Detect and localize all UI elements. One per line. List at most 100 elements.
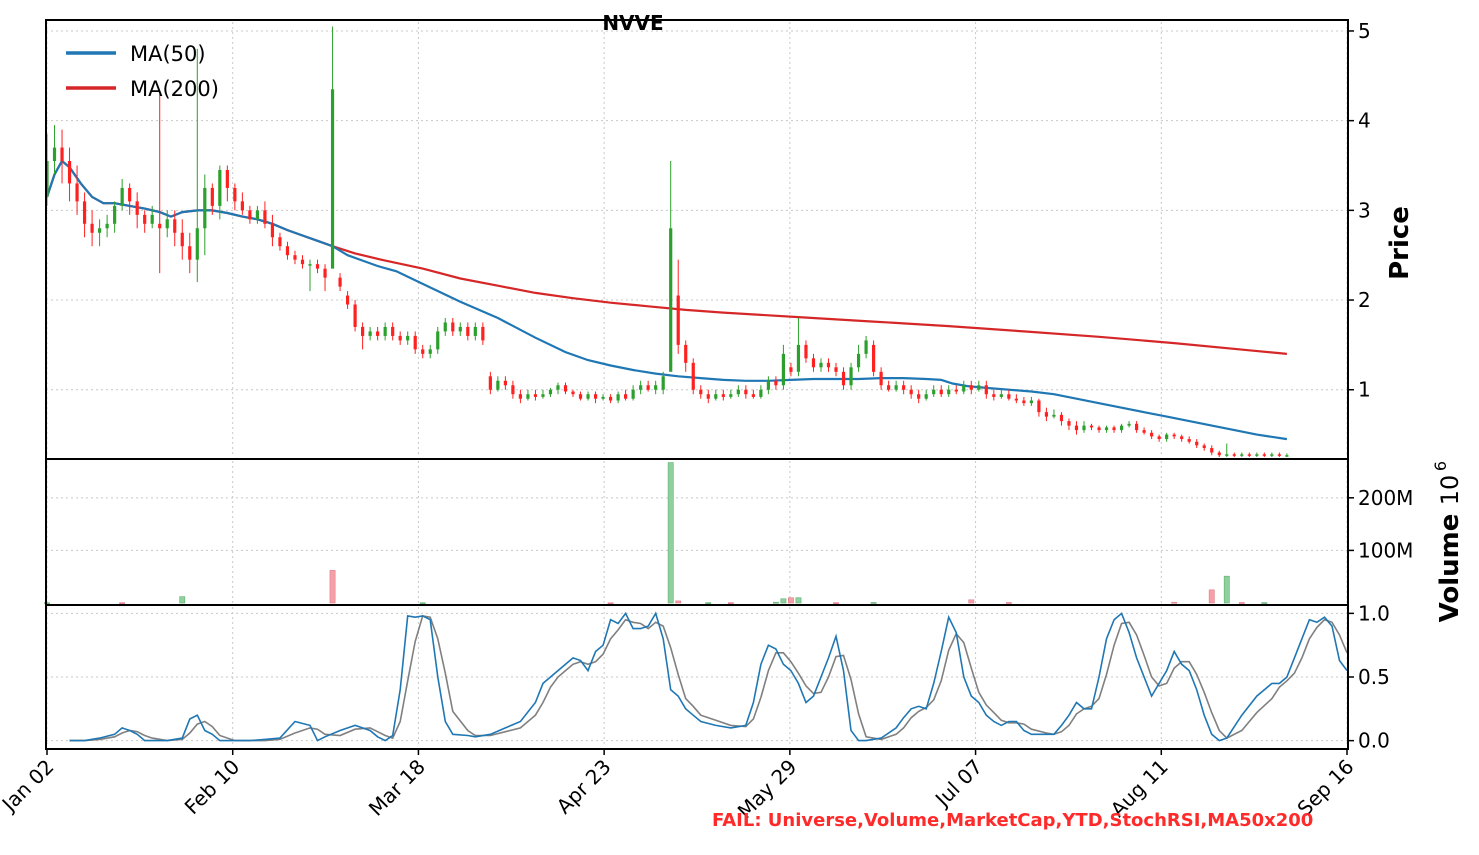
candle-body	[548, 389, 553, 395]
candle-body	[706, 394, 710, 399]
fail-note: FAIL: Universe,Volume,MarketCap,YTD,Stoc…	[712, 810, 1313, 831]
candle-body	[113, 205, 117, 224]
candle-body	[158, 223, 162, 229]
candle-body	[939, 389, 943, 395]
candle-body	[82, 201, 87, 224]
volume-bar	[1238, 602, 1245, 604]
candle-body	[646, 385, 650, 390]
candle-body	[1255, 454, 1259, 456]
candle-body	[1202, 445, 1206, 449]
candle-body	[1150, 432, 1154, 437]
candle-body	[871, 344, 876, 372]
candle-body	[924, 394, 928, 399]
volume-bar	[1005, 602, 1012, 604]
candle-body	[856, 353, 861, 368]
volume-bar	[1223, 575, 1230, 604]
candle-body	[451, 322, 455, 332]
volume-bar	[675, 600, 682, 604]
grid	[46, 22, 1348, 747]
candle-body	[428, 349, 432, 354]
candle-body	[218, 169, 222, 206]
candle-body	[811, 358, 816, 368]
volume-bar	[1261, 602, 1268, 604]
volume-tick-label: 100M	[1358, 538, 1413, 562]
candle-body	[1104, 427, 1109, 431]
candle-body	[233, 187, 237, 202]
candle-body	[608, 396, 613, 401]
candle-body	[1119, 425, 1124, 431]
candle-body	[52, 147, 57, 162]
candle-body	[601, 396, 605, 399]
candle-body	[578, 394, 583, 399]
legend-label-ma50: MA(50)	[130, 42, 206, 66]
candle-body	[338, 277, 342, 287]
candle-body	[849, 367, 853, 386]
stoch-tick-label: 0.5	[1358, 665, 1390, 689]
candle-body	[759, 389, 763, 397]
candle-body	[285, 246, 290, 256]
candle-body	[1134, 423, 1139, 431]
candle-body	[278, 237, 282, 247]
volume-exponent-base: 10	[1436, 475, 1464, 506]
legend-label-ma200: MA(200)	[130, 77, 219, 101]
candle-body	[391, 326, 395, 336]
candle-body	[300, 259, 305, 265]
volume-bar	[968, 599, 975, 604]
candle-body	[954, 389, 958, 392]
candle-body	[323, 268, 327, 278]
candle-body	[180, 232, 184, 247]
candle-body	[436, 331, 440, 350]
candle-body	[398, 335, 402, 341]
candle-body	[225, 169, 229, 188]
candle-body	[556, 385, 560, 390]
candle-body	[1029, 400, 1033, 404]
candle-body	[1082, 425, 1086, 431]
stoch-tick-label: 0.0	[1358, 729, 1390, 753]
volume-bar	[780, 598, 787, 604]
candle-body	[443, 322, 447, 332]
candle-body	[819, 362, 823, 368]
candle-body	[969, 385, 973, 390]
candle-body	[481, 326, 485, 341]
candle-body	[473, 326, 477, 336]
candle-body	[1187, 439, 1191, 442]
candle-body	[1097, 427, 1101, 431]
volume-panel-frame	[45, 458, 1349, 606]
candle-body	[1044, 412, 1049, 417]
candle-body	[150, 214, 154, 224]
stoch-tick-label: 1.0	[1358, 601, 1390, 625]
candle-body	[60, 147, 64, 162]
candle-body	[421, 349, 425, 354]
candle-body	[834, 367, 838, 372]
candle-body	[729, 394, 733, 397]
candle-body	[240, 201, 244, 211]
candle-body	[466, 326, 470, 336]
volume-axis-label: Volume	[1435, 514, 1465, 623]
candle-body	[624, 394, 628, 399]
volume-bar	[179, 596, 186, 604]
candle-body	[195, 228, 199, 260]
candle-body	[1240, 454, 1244, 456]
candle-body	[781, 353, 786, 386]
candle-body	[841, 371, 846, 386]
candle-body	[1142, 430, 1146, 433]
candle-body	[984, 385, 988, 395]
price-y-ticks: 1 2 3 4 5	[1348, 19, 1371, 402]
candle-body	[699, 389, 703, 395]
price-tick-label: 1	[1358, 378, 1371, 402]
candle-body	[1232, 454, 1236, 456]
candle-body	[1014, 398, 1018, 401]
price-tick-label: 4	[1358, 109, 1371, 133]
candle-body	[376, 331, 380, 336]
candle-body	[616, 394, 620, 401]
candle-body	[1172, 434, 1176, 437]
volume-bars	[44, 462, 1268, 605]
x-tick-label: Apr 23	[552, 755, 616, 819]
volume-bar	[1171, 601, 1178, 604]
candle-body	[917, 394, 921, 399]
volume-tick-label: 200M	[1358, 486, 1413, 510]
candle-body	[413, 335, 417, 350]
volume-bar	[833, 602, 839, 604]
candle-body	[75, 183, 79, 202]
candle-body	[879, 371, 883, 386]
